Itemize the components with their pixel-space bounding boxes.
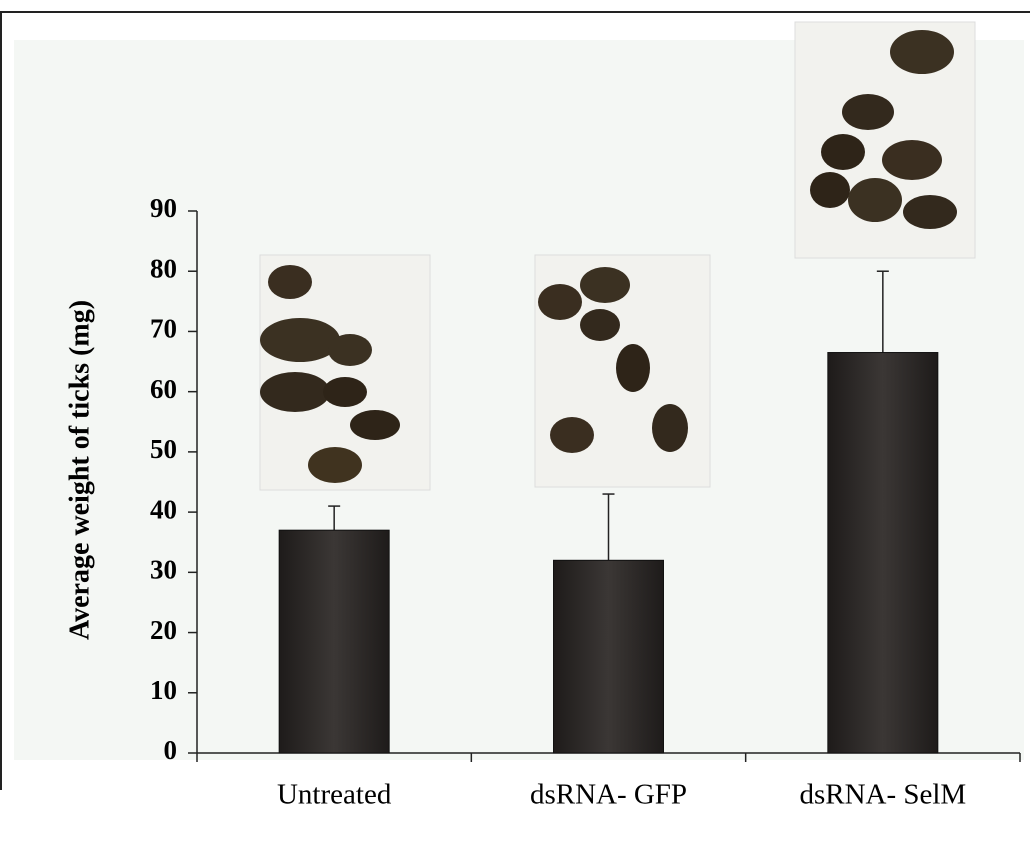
page: Average weight of ticks (mg) 0 10 20 30 40 50… xyxy=(0,0,1030,845)
photo-panel xyxy=(260,255,430,490)
y-tick-label: 40 xyxy=(150,494,177,524)
y-tick-label: 10 xyxy=(150,675,177,705)
y-tick-label: 70 xyxy=(150,314,177,344)
y-tick-label: 80 xyxy=(150,253,177,283)
x-tick-label: dsRNA- SelM xyxy=(799,779,966,811)
bar xyxy=(279,530,389,753)
photo-panel xyxy=(535,255,710,487)
y-tick-label: 90 xyxy=(150,193,177,223)
y-tick-label: 20 xyxy=(150,615,177,645)
y-tick-label: 0 xyxy=(164,735,178,765)
photo-panel xyxy=(795,22,975,258)
bar xyxy=(828,353,938,753)
y-tick-label: 50 xyxy=(150,434,177,464)
bar xyxy=(554,560,664,753)
x-tick-label: dsRNA- GFP xyxy=(530,779,687,811)
chart: Average weight of ticks (mg) 0 10 20 30 40 50… xyxy=(0,0,1030,845)
y-tick-label: 60 xyxy=(150,374,177,404)
x-tick-label: Untreated xyxy=(277,779,392,811)
y-axis-label: Average weight of ticks (mg) xyxy=(64,300,95,640)
y-tick-label: 30 xyxy=(150,555,177,585)
